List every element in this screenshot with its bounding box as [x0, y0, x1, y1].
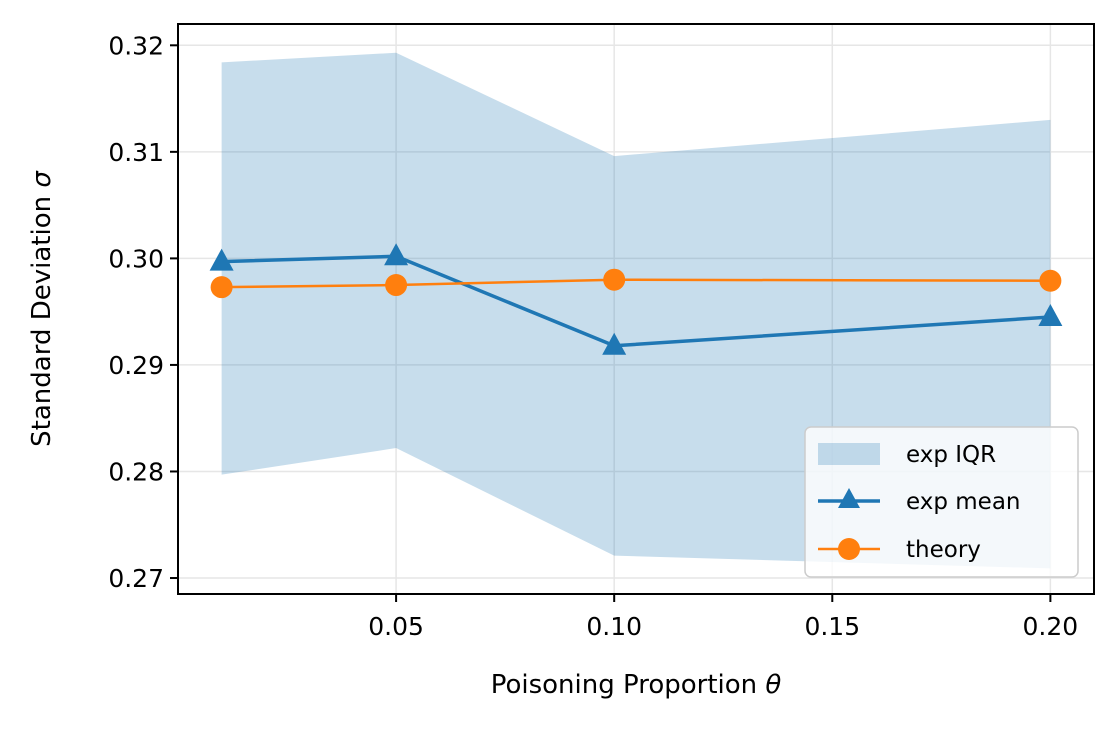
x-axis-label: Poisoning Proportion θ [491, 670, 782, 700]
data-point-triangle [1038, 303, 1063, 326]
data-point-circle [1039, 269, 1062, 292]
legend-marker-circle-icon [838, 538, 860, 560]
y-tick-label: 0.30 [108, 244, 164, 273]
x-tick-label: 0.05 [368, 612, 424, 641]
y-tick-label: 0.28 [108, 457, 164, 486]
legend-box [804, 426, 1079, 578]
legend-label-exp-mean: exp mean [906, 489, 1021, 515]
data-point-circle [210, 276, 233, 299]
x-tick-label: 0.10 [586, 612, 642, 641]
series-layer [209, 243, 1063, 355]
series-line-0 [221, 254, 1051, 348]
data-point-triangle [384, 243, 409, 266]
axis-ticks: 0.05 0.10 0.15 0.20 0.27 0.28 0.29 0.30 0.31 0.32 [108, 31, 1078, 641]
legend-swatch-iqr [818, 443, 880, 465]
y-tick-label: 0.32 [108, 31, 164, 60]
plot-frame [177, 23, 1095, 595]
y-tick-label: 0.27 [108, 564, 164, 593]
data-point-triangle [209, 248, 234, 271]
x-tick-label: 0.20 [1023, 612, 1079, 641]
y-tick-label: 0.31 [108, 138, 164, 167]
legend-marker-triangle-icon [838, 488, 860, 508]
x-tick-label: 0.15 [804, 612, 860, 641]
series-line-1 [221, 278, 1051, 289]
legend-label-iqr: exp IQR [906, 442, 996, 468]
data-point-circle [385, 274, 408, 297]
y-tick-label: 0.29 [108, 351, 164, 380]
legend-label-theory: theory [906, 537, 981, 563]
data-point-circle [603, 268, 626, 291]
legend: exp IQR exp mean theory [804, 426, 1079, 578]
y-axis-label: Standard Deviation σ [27, 170, 57, 447]
data-point-triangle [602, 332, 627, 355]
